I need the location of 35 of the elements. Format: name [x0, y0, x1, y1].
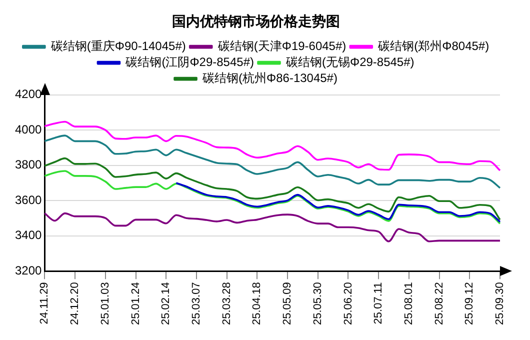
- legend-label: 碳结钢(天津Φ19-6045#): [216, 39, 346, 54]
- line-series: [44, 170, 501, 224]
- legend-label: 碳结钢(杭州Φ86-13045#): [202, 71, 338, 86]
- x-tick-label: 25.04.18: [251, 282, 264, 326]
- legend-label: 碳结钢(郑州Φ8045#): [377, 39, 490, 54]
- line-series: [44, 134, 501, 189]
- line-series: [175, 182, 501, 223]
- line-series: [44, 120, 501, 172]
- x-tick-label: 25.05.30: [312, 282, 324, 326]
- y-tick-label: 4000: [14, 122, 42, 136]
- chart-title: 国内优特钢市场价格走势图: [172, 13, 340, 30]
- legend-label: 碳结钢(重庆Φ90-14045#): [50, 39, 186, 54]
- y-tick-label: 4200: [14, 87, 42, 102]
- x-tick-label: 24.11.29: [38, 282, 51, 324]
- line-series: [44, 212, 501, 242]
- legend-label: 碳结钢(江阴Φ29-8545#): [124, 55, 254, 70]
- x-tick-label: 25.09.30: [494, 282, 506, 326]
- x-tick-label: 25.01.03: [99, 282, 112, 326]
- x-tick-label: 25.08.22: [433, 282, 446, 326]
- x-tick-label: 25.03.28: [220, 282, 233, 326]
- x-tick-label: 25.01.24: [130, 282, 142, 326]
- legend-label: 碳结钢(无锡Φ29-8545#): [285, 55, 414, 70]
- y-tick-label: 3200: [14, 263, 42, 278]
- x-tick-label: 24.12.20: [69, 282, 82, 326]
- x-tick-label: 25.05.09: [282, 282, 294, 326]
- x-tick-label: 25.03.07: [190, 282, 202, 326]
- x-tick-label: 25.07.11: [372, 282, 385, 324]
- x-tick-label: 25.06.20: [342, 282, 354, 326]
- x-tick-label: 25.02.14: [160, 282, 172, 326]
- y-tick-label: 3800: [14, 158, 42, 172]
- x-tick-label: 25.09.12: [464, 282, 476, 326]
- x-tick-label: 25.08.01: [402, 282, 415, 326]
- y-tick-label: 3400: [14, 228, 42, 242]
- line-series: [44, 157, 501, 221]
- y-tick-label: 3600: [14, 192, 42, 207]
